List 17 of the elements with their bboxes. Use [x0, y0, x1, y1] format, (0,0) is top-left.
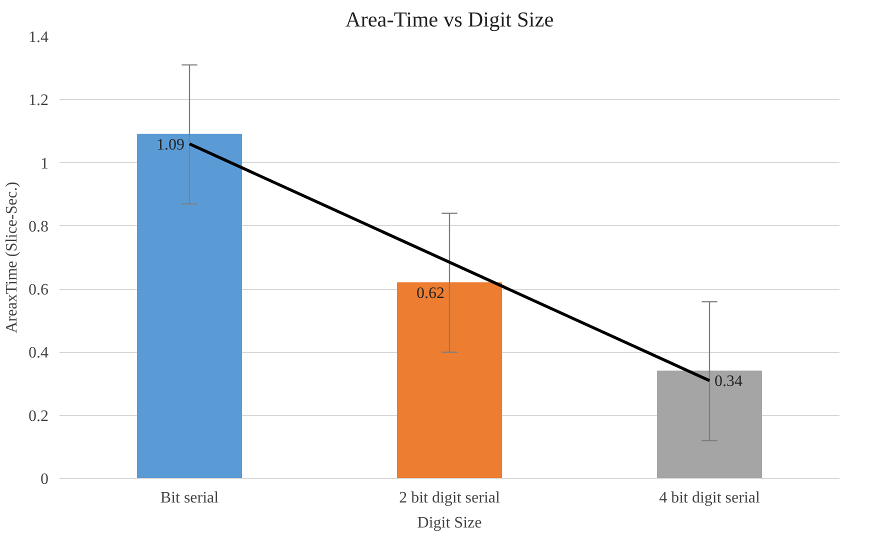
y-tick-label: 0.6: [28, 282, 48, 299]
x-tick-label: 2 bit digit serial: [399, 490, 500, 506]
y-tick-label: 0: [40, 471, 48, 488]
data-label: 0.62: [416, 284, 444, 302]
y-tick-label: 0.2: [28, 408, 48, 425]
data-label: 0.34: [714, 373, 742, 390]
x-tick-label: Bit serial: [160, 490, 220, 506]
x-tick-label: 4 bit digit serial: [659, 490, 760, 506]
y-tick-label: 0.8: [28, 218, 48, 236]
y-tick-label: 0.4: [28, 344, 48, 362]
chart-title: Area-Time vs Digit Size: [345, 8, 554, 32]
data-label: 1.09: [156, 136, 184, 154]
y-tick-label: 1.4: [28, 29, 48, 46]
y-tick-label: 1.2: [28, 92, 48, 110]
x-axis-title: Digit Size: [417, 514, 482, 532]
y-axis-title: AreaxTime (Slice-Sec.): [4, 182, 20, 334]
y-tick-label: 1: [40, 155, 48, 172]
